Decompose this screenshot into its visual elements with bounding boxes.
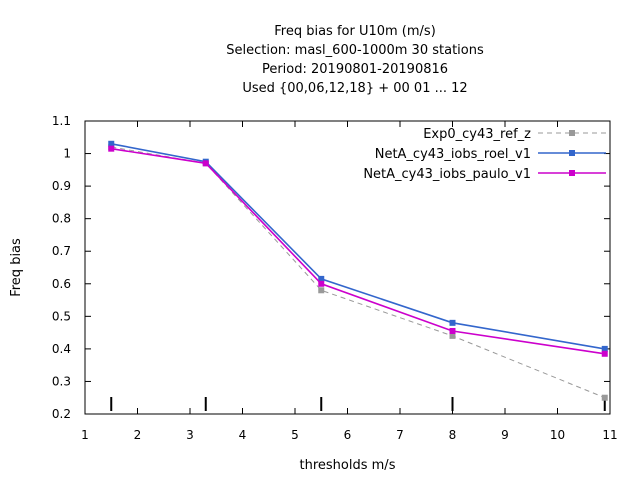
y-tick-label: 0.2 <box>52 407 71 421</box>
x-axis-label: thresholds m/s <box>300 458 396 473</box>
chart-title-line: Period: 20190801-20190816 <box>262 62 448 77</box>
y-tick-label: 0.8 <box>52 212 71 226</box>
data-point <box>449 319 456 326</box>
legend-entry-marker <box>569 130 575 136</box>
x-tick-label: 2 <box>134 428 142 442</box>
x-tick-label: 3 <box>186 428 194 442</box>
data-point <box>108 140 115 147</box>
chart-title-line: Used {00,06,12,18} + 00 01 ... 12 <box>242 81 467 96</box>
y-tick-label: 1.1 <box>52 114 71 128</box>
legend-entry-label: NetA_cy43_iobs_paulo_v1 <box>363 167 531 182</box>
plot-border <box>84 120 611 415</box>
series-0 <box>108 144 608 401</box>
x-tick-label: 8 <box>449 428 457 442</box>
series-line <box>111 146 605 399</box>
legend-entry-marker <box>569 170 575 176</box>
series-1 <box>108 140 608 352</box>
data-point <box>449 327 456 334</box>
data-point <box>108 145 115 152</box>
y-axis-label: Freq bias <box>9 238 24 297</box>
y-tick-label: 0.4 <box>52 342 71 356</box>
y-tick-label: 0.6 <box>52 277 71 291</box>
x-tick-label: 4 <box>239 428 247 442</box>
series-layer <box>108 140 608 401</box>
chart-title-line: Selection: masl_600-1000m 30 stations <box>226 43 484 58</box>
x-tick-label: 6 <box>344 428 352 442</box>
x-tick-label: 5 <box>291 428 299 442</box>
legend: Exp0_cy43_ref_z NetA_cy43_iobs_roel_v1 Net… <box>363 127 606 182</box>
y-tick-label: 1 <box>63 147 71 161</box>
x-tick-label: 7 <box>396 428 404 442</box>
data-point <box>601 345 608 352</box>
legend-entry-label: Exp0_cy43_ref_z <box>423 127 531 142</box>
y-axis-ticks: 0.2 0.3 0.4 0.5 0.6 0.7 0.8 0.9 1 1.1 <box>52 114 610 421</box>
data-point <box>318 287 325 294</box>
x-tick-label: 11 <box>602 428 617 442</box>
threshold-markers <box>110 397 606 411</box>
chart-title-block: Freq bias for U10m (m/s) Selection: masl_… <box>226 24 484 96</box>
x-tick-label: 1 <box>81 428 89 442</box>
legend-entry-label: NetA_cy43_iobs_roel_v1 <box>375 147 531 162</box>
y-tick-label: 0.5 <box>52 309 71 323</box>
x-tick-label: 10 <box>550 428 565 442</box>
chart-title-line: Freq bias for U10m (m/s) <box>274 24 436 39</box>
y-tick-label: 0.9 <box>52 179 71 193</box>
series-2 <box>108 145 608 357</box>
data-point <box>601 350 608 357</box>
data-point <box>601 394 608 401</box>
data-point <box>449 332 456 339</box>
data-point <box>202 160 209 167</box>
y-tick-label: 0.7 <box>52 244 71 258</box>
x-axis-ticks: 1 2 3 4 5 6 7 8 9 10 11 <box>81 121 618 442</box>
plot-area <box>84 120 611 415</box>
data-point <box>318 280 325 287</box>
data-point <box>318 275 325 282</box>
x-tick-label: 9 <box>501 428 509 442</box>
legend-entry-marker <box>569 150 575 156</box>
y-tick-label: 0.3 <box>52 374 71 388</box>
